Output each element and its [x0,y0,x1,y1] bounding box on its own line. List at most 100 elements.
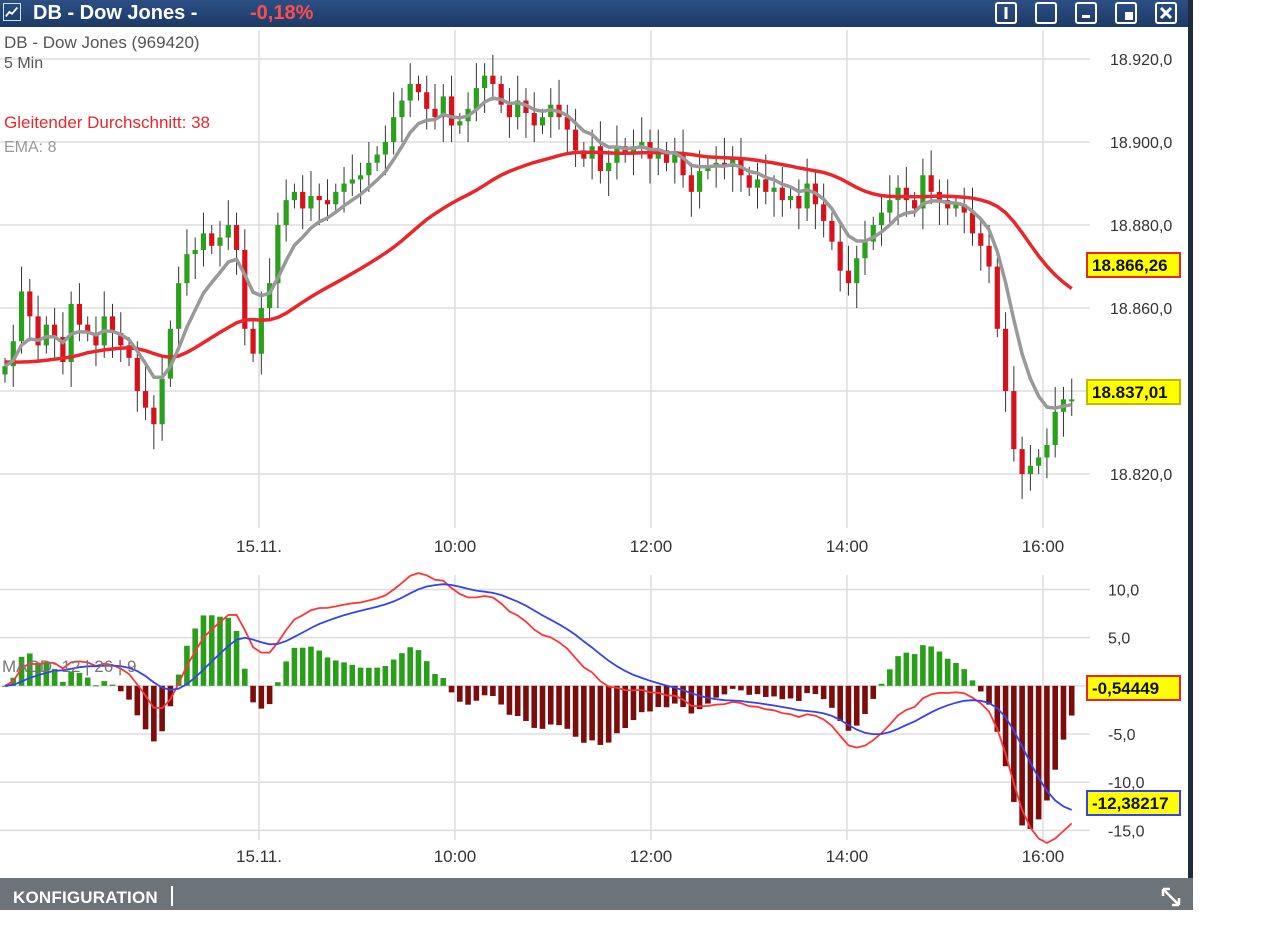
footer-divider [171,886,173,906]
macd-bar [60,681,66,686]
candle-body [821,204,827,221]
ma38-value-flag-box [1086,252,1181,278]
candle-body [27,291,33,317]
candle [1027,445,1033,491]
macd-bar [837,685,843,721]
maximize-button[interactable] [1035,2,1057,24]
interval-label: 5 Min [4,55,43,72]
macd-bar [43,663,50,686]
macd-signal-value-flag: -12,38217 [1086,790,1181,816]
candle-body [482,75,488,89]
candle [283,179,289,242]
candle-body [697,171,703,192]
candle [192,237,198,279]
macd-bar [862,685,868,715]
macd-bar [986,685,992,705]
chart-area[interactable]: 18.920,018.900,018.880,018.860,018.840,0… [0,0,1188,878]
macd-bar [614,685,620,734]
macd-bar [407,647,413,686]
candle-body [763,179,769,192]
info-button[interactable] [995,2,1017,24]
candle [316,183,322,226]
candle-body [680,154,686,176]
candle [572,108,579,167]
macd-bar [920,645,926,686]
candle [43,316,49,354]
price-y-tick: 18.900,0 [1110,135,1172,152]
candle-body [60,337,66,362]
minimize-button[interactable] [1075,2,1097,24]
candle-body [192,249,198,255]
macd-bar [944,658,951,686]
close-button[interactable] [1155,2,1177,24]
macd-bar [93,685,99,687]
candle-body [870,225,876,242]
candle [415,75,422,101]
candle-body [457,121,463,126]
candle-body [233,225,240,250]
ma38-value-flag: 18.866,26 [1086,252,1181,278]
candle [258,291,264,375]
macd-bar [878,683,885,686]
candle [68,291,74,387]
candle-body [382,142,388,155]
candle [35,295,41,362]
candle-body [448,96,455,126]
macd-bar [1060,685,1067,740]
macd-bar [779,685,786,700]
candle-body [10,341,16,367]
candle [27,279,33,342]
macd-bar [804,685,810,694]
candle-body [109,316,116,333]
price-x-tick: 15.11. [236,537,282,556]
window-frame [1188,0,1193,910]
candle [10,324,16,387]
candle [697,150,703,209]
candle-body [399,100,405,118]
macd-bar [498,685,504,705]
candle [291,183,298,209]
macd-bar [672,685,678,704]
percent-change: -0,18% [250,2,314,24]
candle [548,88,554,138]
restore-icon [1125,12,1133,20]
macd-bar [746,685,753,695]
candle-body [581,150,587,159]
macd-bar [374,667,380,686]
candle [225,200,231,250]
candle [151,395,157,450]
candle-body [920,175,926,209]
candle [93,316,99,367]
candle [961,187,967,234]
macd-bar [84,677,91,686]
macd-bar [200,615,207,686]
candle [52,308,58,358]
candle-body [515,100,521,118]
candle-body [283,200,289,226]
candle-body [275,225,281,284]
macd-bar [117,685,124,692]
macd-bar [490,685,496,697]
candle [101,291,107,358]
candle-body [349,179,355,184]
candle [308,171,314,221]
candle-body [1052,411,1058,445]
candle [1052,386,1058,458]
macd-bar [357,667,364,686]
resize-icon[interactable] [1160,886,1182,908]
konfiguration-button[interactable]: KONFIGURATION [13,888,158,907]
macd-bar [680,685,686,708]
macd-bar [27,653,33,686]
macd-bar [390,659,397,686]
restore-button[interactable] [1115,2,1137,24]
candle-body [176,283,182,329]
candle [672,137,678,184]
candle-body [862,241,868,259]
candle-body [895,187,901,201]
candle [821,183,827,238]
candle [167,320,173,387]
candle [1060,386,1067,437]
candle [324,179,331,221]
candle [688,162,694,217]
candle [506,88,513,138]
